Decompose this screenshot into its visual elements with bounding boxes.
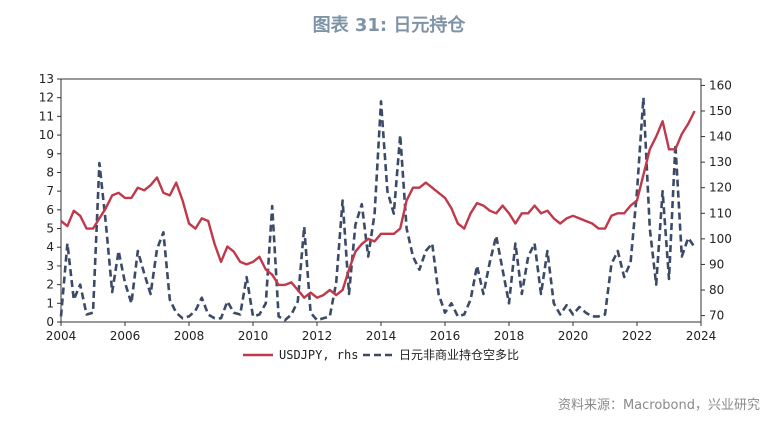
y-left-tick-label: 12 xyxy=(39,91,54,105)
y-right-tick-label: 80 xyxy=(709,283,724,297)
y-left-tick-label: 11 xyxy=(39,109,54,123)
x-tick-label: 2012 xyxy=(302,329,333,343)
y-left-tick-label: 13 xyxy=(39,72,54,86)
y-left-tick-label: 8 xyxy=(46,165,54,179)
y-right-tick-label: 160 xyxy=(709,78,732,92)
y-left-tick-label: 9 xyxy=(46,147,54,161)
legend-label: USDJPY, rhs xyxy=(279,348,358,362)
y-right-tick-label: 130 xyxy=(709,155,732,169)
chart-title: 图表 31: 日元持仓 xyxy=(313,14,467,36)
y-left-tick-label: 6 xyxy=(46,203,54,217)
y-left-tick-label: 3 xyxy=(46,259,54,273)
y-left-tick-label: 2 xyxy=(46,278,54,292)
usdjpy-line xyxy=(60,110,696,299)
y-right-tick-label: 120 xyxy=(709,181,732,195)
legend-label: 日元非商业持仓空多比 xyxy=(399,347,519,362)
y-left-tick-label: 0 xyxy=(46,315,54,329)
y-left-tick-label: 7 xyxy=(46,184,54,198)
plot-area xyxy=(59,96,696,322)
y-left-tick-label: 5 xyxy=(46,222,54,236)
y-left-tick-label: 10 xyxy=(39,128,54,142)
y-right-tick-label: 90 xyxy=(709,257,724,271)
legend: USDJPY, rhs 日元非商业持仓空多比 xyxy=(243,347,519,362)
x-tick-label: 2024 xyxy=(686,329,717,343)
x-tick-label: 2014 xyxy=(366,329,397,343)
y-right-tick-label: 100 xyxy=(709,232,732,246)
y-right-tick-label: 110 xyxy=(709,206,732,220)
y-left-tick-label: 1 xyxy=(46,296,54,310)
x-tick-label: 2016 xyxy=(430,329,461,343)
y-right-tick-label: 150 xyxy=(709,104,732,118)
x-tick-label: 2010 xyxy=(238,329,269,343)
x-tick-label: 2018 xyxy=(494,329,525,343)
x-tick-label: 2004 xyxy=(46,329,77,343)
source-note: 资料来源：Macrobond，兴业研究 xyxy=(558,398,760,413)
x-tick-label: 2020 xyxy=(558,329,589,343)
y-right-tick-label: 70 xyxy=(709,309,724,323)
position-ratio-line xyxy=(59,96,696,322)
axes: 0123456789101112137080901001101201301401… xyxy=(39,72,732,343)
x-tick-label: 2008 xyxy=(174,329,205,343)
y-right-tick-label: 140 xyxy=(709,130,732,144)
x-tick-label: 2022 xyxy=(622,329,653,343)
y-left-tick-label: 4 xyxy=(46,240,54,254)
x-tick-label: 2006 xyxy=(110,329,141,343)
